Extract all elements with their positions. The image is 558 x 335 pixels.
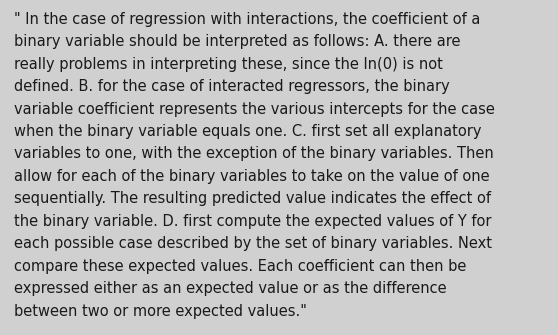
Text: compare these expected values. Each coefficient can then be: compare these expected values. Each coef… [14, 259, 466, 274]
Text: defined. B. for the case of interacted regressors, the binary: defined. B. for the case of interacted r… [14, 79, 450, 94]
Text: " In the case of regression with interactions, the coefficient of a: " In the case of regression with interac… [14, 12, 480, 27]
Text: variables to one, with the exception of the binary variables. Then: variables to one, with the exception of … [14, 146, 494, 161]
Text: when the binary variable equals one. C. first set all explanatory: when the binary variable equals one. C. … [14, 124, 482, 139]
Text: allow for each of the binary variables to take on the value of one: allow for each of the binary variables t… [14, 169, 489, 184]
Text: variable coefficient represents the various intercepts for the case: variable coefficient represents the vari… [14, 102, 495, 117]
Text: sequentially. The resulting predicted value indicates the effect of: sequentially. The resulting predicted va… [14, 191, 491, 206]
Text: expressed either as an expected value or as the difference: expressed either as an expected value or… [14, 281, 446, 296]
Text: binary variable should be interpreted as follows: A. there are: binary variable should be interpreted as… [14, 34, 460, 49]
Text: each possible case described by the set of binary variables. Next: each possible case described by the set … [14, 236, 492, 251]
Text: between two or more expected values.": between two or more expected values." [14, 304, 307, 319]
Text: the binary variable. D. first compute the expected values of Y for: the binary variable. D. first compute th… [14, 214, 492, 229]
Text: really problems in interpreting these, since the ln(0) is not: really problems in interpreting these, s… [14, 57, 443, 72]
